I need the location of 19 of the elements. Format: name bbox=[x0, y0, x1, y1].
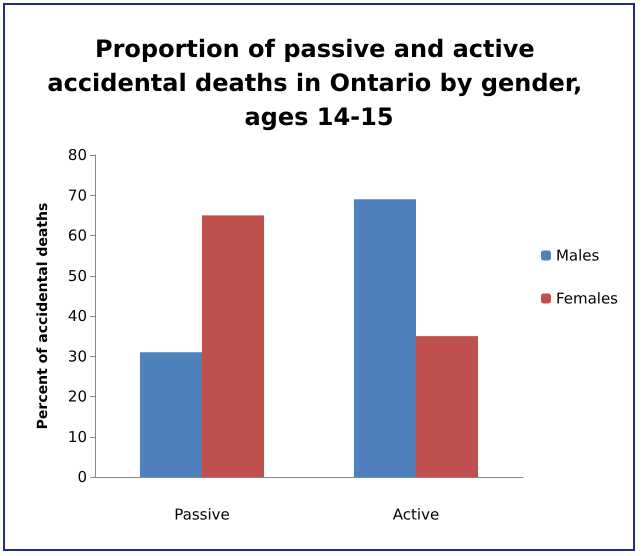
x-tick-label: Active bbox=[392, 506, 440, 524]
y-tick-label: 40 bbox=[68, 307, 87, 325]
y-tick-label: 70 bbox=[68, 186, 87, 204]
y-tick-label: 60 bbox=[68, 226, 87, 244]
x-tick-label: Passive bbox=[174, 506, 230, 524]
y-tick-label: 0 bbox=[77, 468, 87, 486]
y-tick-label: 10 bbox=[68, 428, 87, 446]
bar bbox=[354, 199, 416, 477]
bar bbox=[416, 336, 478, 477]
bar bbox=[140, 352, 202, 477]
chart-title: Proportion of passive and active accidental deaths in Ontario by gender, ages 14-15 bbox=[47, 35, 591, 131]
y-tick-label: 30 bbox=[68, 347, 87, 366]
y-axis-title: Percent of accidental deaths bbox=[35, 202, 51, 430]
bar bbox=[202, 215, 264, 477]
legend-label: Females bbox=[556, 290, 618, 308]
y-tick-label: 80 bbox=[68, 146, 87, 164]
legend-label: Males bbox=[556, 246, 600, 264]
y-tick-label: 20 bbox=[68, 388, 87, 406]
y-tick-label: 50 bbox=[68, 266, 87, 285]
